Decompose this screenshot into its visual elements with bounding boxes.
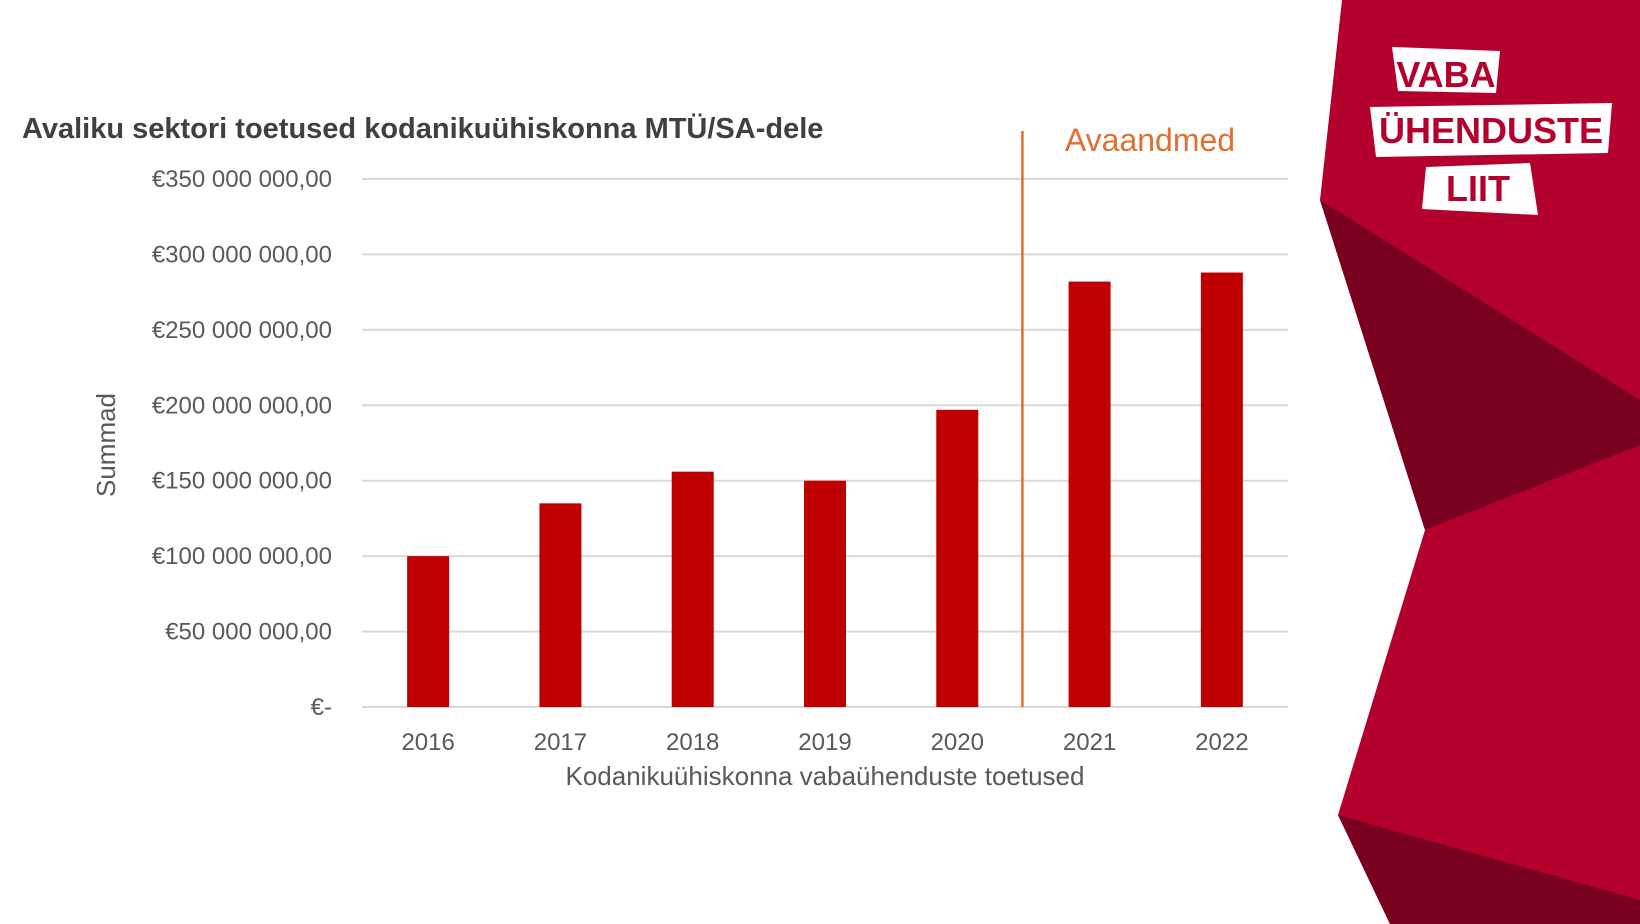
x-tick-label: 2017: [534, 729, 587, 756]
y-axis-ticks: €- €50 000 000,00 €100 000 000,00 €150 000 …: [152, 166, 332, 721]
brand-shape-dark-bottom: [1338, 815, 1640, 924]
bar-2022: [1200, 272, 1243, 707]
y-axis-label: Summad: [91, 393, 121, 497]
bar-2019: [804, 480, 846, 707]
y-tick-label: €50 000 000,00: [165, 619, 332, 646]
y-tick-label: €100 000 000,00: [152, 543, 332, 570]
brand-shape-bottom: [1338, 445, 1640, 924]
y-tick-label: €-: [311, 694, 332, 721]
bar-2021: [1068, 281, 1111, 707]
y-tick-label: €300 000 000,00: [152, 241, 332, 268]
x-tick-label: 2020: [931, 729, 984, 756]
logo-line-vaba: VABA: [1396, 54, 1496, 95]
bar-2018: [671, 471, 714, 707]
y-tick-label: €350 000 000,00: [152, 166, 332, 193]
x-tick-label: 2022: [1195, 729, 1248, 756]
y-tick-label: €200 000 000,00: [152, 392, 332, 419]
logo-line-uhenduste: ÜHENDUSTE: [1378, 110, 1603, 151]
y-tick-label: €250 000 000,00: [152, 317, 332, 344]
bars: [407, 272, 1243, 707]
brand-shape-dark-top: [1320, 200, 1640, 530]
chart-title: Avaliku sektori toetused kodanikuühiskon…: [22, 113, 824, 145]
x-axis-ticks: 2016 2017 2018 2019 2020 2021 2022: [401, 729, 1248, 756]
x-tick-label: 2016: [401, 729, 454, 756]
bar-2016: [407, 556, 450, 707]
logo-line-liit: LIIT: [1446, 168, 1510, 209]
bar-2020: [936, 409, 979, 707]
bar-2017: [539, 503, 582, 707]
x-tick-label: 2021: [1063, 729, 1116, 756]
x-tick-label: 2018: [666, 729, 719, 756]
bar-chart: €- €50 000 000,00 €100 000 000,00 €150 000 …: [91, 122, 1288, 791]
y-tick-label: €150 000 000,00: [152, 468, 332, 495]
vabauhenduste-liit-logo: VABA ÜHENDUSTE LIIT: [1370, 45, 1620, 235]
open-data-annotation: Avaandmed: [1065, 122, 1235, 158]
x-axis-label: Kodanikuühiskonna vabaühenduste toetused: [566, 761, 1085, 791]
x-tick-label: 2019: [798, 729, 851, 756]
